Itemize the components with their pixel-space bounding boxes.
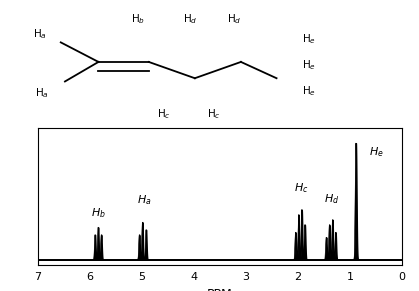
Text: H$_a$: H$_a$: [35, 86, 49, 100]
Text: H$_c$: H$_c$: [157, 107, 170, 121]
Text: H$_a$: H$_a$: [137, 193, 151, 207]
Text: H$_e$: H$_e$: [302, 84, 316, 98]
Text: H$_d$: H$_d$: [184, 13, 198, 26]
Text: H$_e$: H$_e$: [302, 58, 316, 72]
Text: H$_b$: H$_b$: [131, 13, 145, 26]
Text: H$_e$: H$_e$: [302, 32, 316, 46]
Text: H$_c$: H$_c$: [207, 107, 220, 121]
X-axis label: PPM: PPM: [207, 288, 233, 291]
Text: H$_d$: H$_d$: [324, 192, 339, 206]
Text: H$_b$: H$_b$: [91, 206, 106, 220]
Text: H$_a$: H$_a$: [33, 27, 47, 41]
Text: H$_e$: H$_e$: [370, 146, 384, 159]
Text: H$_d$: H$_d$: [228, 13, 242, 26]
Text: H$_c$: H$_c$: [294, 181, 308, 195]
